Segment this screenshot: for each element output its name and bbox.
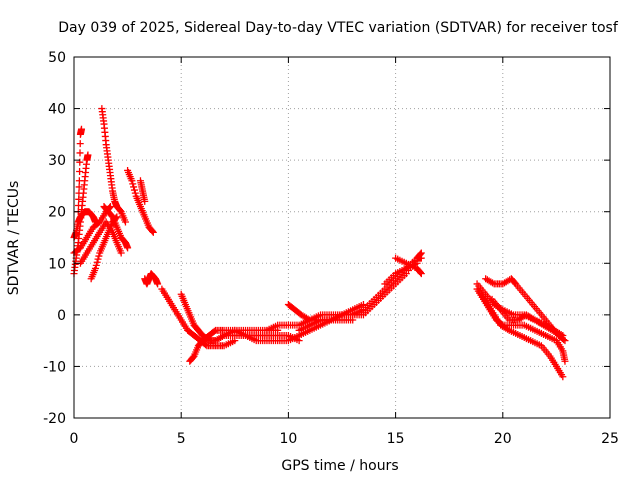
data-point <box>95 252 103 260</box>
data-point <box>359 301 367 309</box>
series-arc-f <box>76 218 125 267</box>
series-arc-d <box>70 203 114 257</box>
data-point <box>78 125 86 133</box>
data-point <box>417 254 425 262</box>
data-point <box>417 270 425 278</box>
data-point <box>210 327 218 335</box>
plot-frame <box>73 56 611 419</box>
data-point <box>128 177 136 185</box>
series-arc-l <box>158 285 239 350</box>
axis-ticks: 0 5 10 15 20 25 -20 -10 0 10 20 30 40 50 <box>43 50 619 447</box>
data-point <box>76 167 84 175</box>
data-point <box>75 177 83 185</box>
y-tick-label-3: 10 <box>48 256 66 272</box>
data-point <box>130 183 138 191</box>
series-arc-k <box>141 270 162 288</box>
data-point <box>416 269 424 277</box>
y-tick-label-0: -20 <box>43 411 66 427</box>
data-point <box>84 151 92 159</box>
data-point <box>561 337 569 345</box>
data-series <box>70 105 569 381</box>
data-point <box>117 249 125 257</box>
x-tick-label-4: 20 <box>494 431 512 447</box>
series-arc-y <box>488 295 565 339</box>
data-point <box>75 189 83 197</box>
x-tick-label-5: 25 <box>601 431 619 447</box>
data-point <box>148 227 156 235</box>
data-point <box>130 186 138 194</box>
data-point <box>149 228 157 236</box>
data-point <box>129 180 137 188</box>
data-point <box>154 280 162 288</box>
series-arc-c <box>74 125 86 216</box>
y-tick-label-7: 50 <box>48 50 66 66</box>
x-tick-label-1: 5 <box>177 431 186 447</box>
x-tick-label-2: 10 <box>279 431 297 447</box>
data-point <box>141 197 149 205</box>
series-arc-w <box>477 290 567 381</box>
data-point <box>559 373 567 381</box>
series-arc-e <box>87 213 121 283</box>
series-arc-g <box>98 105 129 226</box>
x-tick-label-3: 15 <box>387 431 405 447</box>
data-point <box>124 244 132 252</box>
data-point <box>91 264 99 272</box>
data-point <box>560 336 568 344</box>
data-point <box>76 140 84 148</box>
series-arc-s <box>381 254 425 288</box>
x-axis-label: GPS time / hours <box>281 458 398 474</box>
data-point <box>75 183 83 191</box>
data-point <box>93 258 101 266</box>
y-tick-label-2: 0 <box>57 308 66 324</box>
data-point <box>202 341 210 349</box>
data-point <box>561 357 569 365</box>
series-arc-t <box>392 254 425 278</box>
data-point <box>121 218 129 226</box>
data-point <box>94 255 102 263</box>
series-arc-i <box>124 166 157 236</box>
y-axis-label: SDTVAR / TECUs <box>6 181 22 296</box>
data-point <box>75 202 83 210</box>
series-arc-h <box>100 203 132 252</box>
series-arc-j <box>136 177 149 205</box>
y-tick-label-6: 40 <box>48 102 66 118</box>
data-point <box>76 149 84 157</box>
y-tick-label-4: 20 <box>48 205 66 221</box>
data-point <box>75 195 83 203</box>
y-tick-label-1: -10 <box>43 359 66 375</box>
data-point <box>557 331 565 339</box>
data-point <box>106 203 114 211</box>
chart-title: Day 039 of 2025, Sidereal Day-to-day VTE… <box>58 20 619 36</box>
grid-lines <box>74 57 610 418</box>
data-point <box>131 189 139 197</box>
y-tick-label-5: 30 <box>48 153 66 169</box>
data-point <box>92 261 100 269</box>
x-tick-label-0: 0 <box>70 431 79 447</box>
